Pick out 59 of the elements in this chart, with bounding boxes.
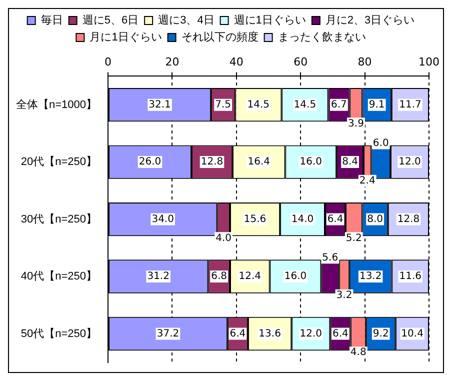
x-tick-label: 20 — [165, 55, 180, 68]
text: 16.0 — [300, 156, 322, 168]
x-tick-label: 0 — [104, 55, 112, 68]
text: 9.1 — [368, 99, 385, 110]
legend-label: 毎日 — [40, 14, 63, 27]
text: 14.5 — [294, 99, 316, 110]
text: 11.7 — [399, 99, 422, 110]
legend-label: それ以下の頻度 — [181, 30, 258, 44]
text: 8.4 — [342, 156, 358, 168]
x-tick-label: 80 — [358, 55, 372, 68]
legend-label: 月に1日ぐらい — [90, 32, 162, 44]
y-tick-label: 全体【n=1000】 — [16, 98, 98, 111]
text: 6.8 — [211, 271, 228, 282]
text: 11.6 — [399, 271, 422, 282]
text: 6.0 — [372, 138, 389, 149]
text: 12.0 — [300, 328, 322, 340]
text: 3.9 — [348, 118, 364, 130]
text: 14.5 — [247, 99, 270, 110]
text: 8.0 — [367, 214, 384, 225]
text: 26.0 — [138, 156, 162, 168]
text: 13.6 — [258, 328, 281, 340]
text: 12.8 — [200, 156, 224, 168]
text: 4.0 — [216, 232, 232, 244]
text: 37.2 — [156, 328, 180, 340]
text: 5.2 — [346, 232, 362, 244]
legend-label: 週に5、6日 — [82, 14, 139, 27]
text: 12.4 — [238, 271, 262, 282]
y-tick-label: 40代【n=250】 — [20, 270, 98, 283]
y-tick-label: 20代【n=250】 — [20, 155, 98, 168]
text: 6.4 — [230, 328, 246, 340]
legend-label: まったく飲まない — [278, 32, 366, 44]
x-tick-label: 40 — [229, 55, 244, 68]
legend-label: 週に1日ぐらい — [234, 14, 306, 27]
text: 6.4 — [327, 214, 344, 225]
text: 10.4 — [401, 328, 424, 340]
y-tick-label: 50代【n=250】 — [20, 326, 98, 340]
text: 14.0 — [291, 214, 314, 225]
text: 7.5 — [215, 99, 232, 110]
text: 2.4 — [359, 176, 376, 187]
x-tick-label: 100 — [418, 55, 440, 68]
text: 31.2 — [147, 271, 170, 282]
text: 12.8 — [397, 214, 420, 225]
text: 6.4 — [332, 328, 348, 340]
text: 16.4 — [248, 156, 270, 168]
text: 9.2 — [372, 328, 389, 340]
x-tick-label: 60 — [294, 55, 308, 68]
text: 13.2 — [359, 271, 382, 282]
text: 15.6 — [244, 214, 266, 225]
text: 6.7 — [331, 99, 347, 110]
legend-label: 月に2、3日ぐらい — [325, 14, 415, 27]
text: 5.6 — [322, 252, 338, 264]
text: 32.1 — [148, 99, 171, 110]
text: 12.0 — [398, 156, 421, 168]
text: 3.2 — [336, 290, 352, 301]
text: 34.0 — [152, 214, 174, 225]
legend-label: 週に3、4日 — [158, 14, 214, 27]
y-tick-label: 30代【n=250】 — [20, 212, 98, 226]
text: 4.8 — [350, 347, 366, 358]
text: 16.0 — [284, 271, 307, 282]
